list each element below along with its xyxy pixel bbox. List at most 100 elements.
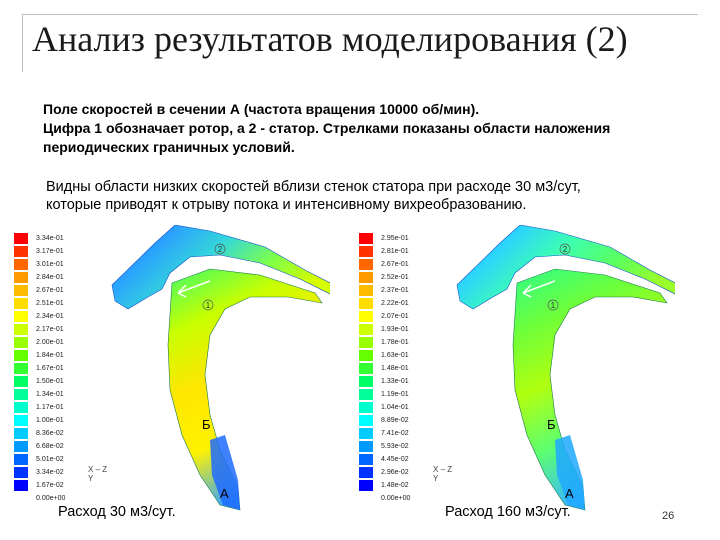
stator-label: 2	[563, 245, 568, 254]
legend-value: 2.67e-01	[381, 261, 409, 268]
stator-marker	[559, 243, 571, 255]
legend-value: 2.84e-01	[36, 274, 64, 281]
stator-marker	[214, 243, 226, 255]
legend-value: 1.63e-01	[381, 352, 409, 359]
legend-value: 1.04e-01	[381, 404, 409, 411]
caption-160: Расход 160 м3/сут.	[445, 504, 571, 520]
legend-swatch	[359, 402, 373, 413]
rotor-marker	[547, 299, 559, 311]
analysis-line: Видны области низких скоростей вблизи ст…	[46, 179, 581, 195]
legend-value: 0.00e+00	[36, 495, 66, 502]
stator-region	[456, 225, 675, 310]
legend-value: 2.51e-01	[36, 300, 64, 307]
stator-label: 2	[218, 245, 223, 254]
legend-value: 6.68e-02	[36, 443, 64, 450]
legend-swatch	[359, 415, 373, 426]
legend-swatch	[14, 259, 28, 270]
legend-swatch	[14, 233, 28, 244]
legend-value: 2.96e-02	[381, 469, 409, 476]
legend-swatch	[14, 376, 28, 387]
legend-swatch	[359, 233, 373, 244]
legend-swatch	[359, 389, 373, 400]
legend-swatch	[359, 311, 373, 322]
velocity-field-panel-30: 3.34e-01 3.17e-01 3.01e-01 2.84e-01 2.67e-01…	[10, 225, 330, 515]
legend-swatch	[14, 311, 28, 322]
color-legend	[14, 233, 30, 493]
velocity-field-panel-160: 2.95e-01 2.81e-01 2.67e-01 2.52e-01 2.37e-01…	[355, 225, 675, 515]
stator-region	[111, 225, 330, 310]
legend-value: 2.37e-01	[381, 287, 409, 294]
legend-value: 1.67e-01	[36, 365, 64, 372]
legend-swatch	[359, 441, 373, 452]
legend-value: 1.19e-01	[381, 391, 409, 398]
legend-swatch	[14, 441, 28, 452]
legend-value: 1.67e-02	[36, 482, 64, 489]
rotor-label: 1	[206, 301, 211, 310]
legend-swatch	[359, 454, 373, 465]
page-number: 26	[662, 510, 675, 522]
legend-swatch	[359, 376, 373, 387]
periodic-boundary-arrow	[522, 280, 556, 298]
legend-swatch	[359, 467, 373, 478]
axis-z-label: Z	[102, 465, 108, 474]
legend-value: 1.78e-01	[381, 339, 409, 346]
legend-labels: 2.95e-01 2.81e-01 2.67e-01 2.52e-01 2.37e-01…	[381, 232, 410, 505]
legend-value: 1.17e-01	[36, 404, 64, 411]
legend-swatch	[359, 246, 373, 257]
legend-value: 2.52e-01	[381, 274, 409, 281]
legend-swatch	[359, 480, 373, 491]
legend-value: 8.36e-02	[36, 430, 64, 437]
legend-value: 7.41e-02	[381, 430, 409, 437]
legend-swatch	[359, 337, 373, 348]
legend-value: 1.50e-01	[36, 378, 64, 385]
low-velocity-zone	[555, 435, 585, 510]
legend-value: 5.01e-02	[36, 456, 64, 463]
legend-swatch	[359, 272, 373, 283]
legend-swatch	[14, 428, 28, 439]
legend-value: 4.45e-02	[381, 456, 409, 463]
section-label-b: Б	[202, 417, 211, 432]
legend-swatch	[359, 285, 373, 296]
legend-swatch	[359, 324, 373, 335]
legend-swatch	[359, 363, 373, 374]
axis-x-label: X	[433, 465, 439, 474]
title-frame-left	[22, 14, 23, 72]
legend-swatch	[14, 246, 28, 257]
legend-value: 3.34e-01	[36, 235, 64, 242]
slide-title: Анализ результатов моделирования (2)	[32, 19, 628, 59]
legend-value: 2.95e-01	[381, 235, 409, 242]
rotor-region	[512, 268, 668, 511]
legend-swatch	[14, 415, 28, 426]
description-line: Цифра 1 обозначает ротор, а 2 - статор. …	[43, 120, 611, 136]
legend-swatch	[14, 350, 28, 361]
velocity-contour-plot: 2 1 Б А	[111, 225, 330, 511]
rotor-label: 1	[551, 301, 556, 310]
rotor-region	[167, 268, 323, 511]
section-label-a: А	[565, 486, 574, 501]
legend-value: 2.00e-01	[36, 339, 64, 346]
periodic-boundary-arrow	[177, 280, 211, 298]
legend-swatch	[14, 272, 28, 283]
legend-value: 3.17e-01	[36, 248, 64, 255]
color-legend	[359, 233, 375, 493]
legend-swatch	[14, 363, 28, 374]
legend-value: 1.34e-01	[36, 391, 64, 398]
legend-swatch	[14, 467, 28, 478]
legend-value: 1.48e-01	[381, 365, 409, 372]
legend-swatch	[14, 285, 28, 296]
legend-swatch	[14, 480, 28, 491]
low-velocity-zone	[210, 435, 240, 510]
legend-swatch	[14, 402, 28, 413]
legend-value: 2.07e-01	[381, 313, 409, 320]
analysis-text: Видны области низких скоростей вблизи ст…	[46, 178, 696, 214]
axis-z-label: Z	[447, 465, 453, 474]
legend-swatch	[14, 389, 28, 400]
description-line: периодических граничных условий.	[43, 139, 295, 155]
legend-labels: 3.34e-01 3.17e-01 3.01e-01 2.84e-01 2.67e-01…	[36, 232, 65, 505]
legend-value: 1.48e-02	[381, 482, 409, 489]
legend-value: 3.34e-02	[36, 469, 64, 476]
legend-value: 5.93e-02	[381, 443, 409, 450]
legend-value: 2.81e-01	[381, 248, 409, 255]
